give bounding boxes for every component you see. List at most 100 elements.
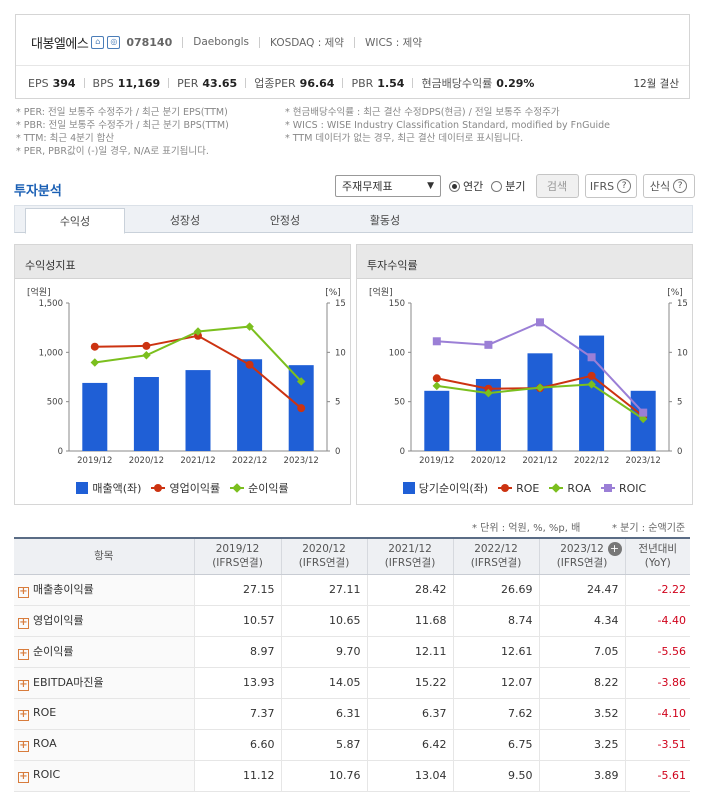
expand-row-icon[interactable]: + [18, 709, 29, 721]
x-tick-label: 2020/12 [129, 456, 164, 466]
legend-label: 영업이익률 [169, 482, 221, 495]
legend-item-roa[interactable]: ROA [549, 482, 591, 495]
legend-swatch [151, 484, 166, 492]
divider [168, 78, 170, 88]
expand-row-icon[interactable]: + [18, 771, 29, 783]
x-tick-label: 2021/12 [180, 456, 215, 466]
statement-select-value: 주재무제표 [342, 180, 393, 193]
legend-item-roe[interactable]: ROE [498, 482, 539, 495]
divider [353, 36, 355, 48]
ifrs-button[interactable]: IFRS ? [584, 174, 637, 198]
formula-button[interactable]: 산식 ? [642, 174, 695, 198]
legend-label: 당기순이익(좌) [418, 482, 489, 495]
value-cell: 8.22 [539, 667, 626, 699]
value-cell: 14.05 [281, 667, 368, 699]
divider [342, 78, 344, 88]
annual-radio[interactable] [449, 180, 460, 192]
left-axis-unit: [억원] [27, 286, 51, 298]
profitability-chart: [억원] [%] 1,500 1,000 500 0 15 10 5 0 2019/12 2020/1… [27, 286, 346, 466]
row-name: EBITDA마진율 [33, 676, 104, 690]
legend-swatch [402, 482, 415, 494]
bar [237, 359, 263, 451]
row-name: ROE [33, 706, 57, 720]
data-point [194, 331, 202, 340]
header-text: 2020/12 [302, 543, 346, 556]
column-header: 2021/12 (IFRS연결) [367, 537, 454, 575]
value-cell: 7.37 [194, 698, 282, 730]
metric-value: 0.29% [496, 76, 535, 90]
y-tick-label: 1,000 [39, 348, 63, 358]
x-tick-label: 2023/12 [284, 456, 319, 466]
metrics-row: EPS 394 BPS 11,169 PER 43.65 업종PER 96.64… [28, 75, 679, 91]
statement-select[interactable]: 주재무제표 ▼ [335, 175, 441, 197]
search-button[interactable]: 검색 [535, 174, 579, 198]
y-tick-label: 0 [58, 447, 63, 457]
y2-tick-label: 15 [335, 299, 346, 309]
bar [579, 335, 605, 451]
data-point [432, 337, 441, 346]
data-point [432, 381, 442, 391]
data-point [297, 404, 306, 413]
value-cell: 26.69 [453, 574, 540, 606]
tab-growth[interactable]: 성장성 [169, 213, 201, 227]
expand-row-icon[interactable]: + [18, 740, 29, 752]
tab-profitability[interactable]: 수익성 [25, 208, 125, 234]
legend-item-net-income[interactable]: 당기순이익(좌) [402, 480, 489, 496]
table-row: + ROE 7.37 6.31 6.37 7.62 3.52 -4.10 [14, 698, 690, 730]
expand-row-icon[interactable]: + [18, 679, 29, 691]
expand-row-icon[interactable]: + [18, 586, 29, 598]
tab-stability[interactable]: 안정성 [269, 213, 301, 227]
data-point [142, 351, 151, 360]
notes-left: * PER: 전일 보통주 수정주가 / 최근 분기 EPS(TTM) * PB… [16, 106, 229, 158]
y2-tick-label: 0 [335, 447, 340, 457]
quarter-radio[interactable] [491, 180, 503, 192]
legend-item-roic[interactable]: ROIC [600, 482, 646, 495]
metric-label: BPS [92, 76, 114, 90]
legend-item-sales[interactable]: 매출액(좌) [76, 480, 141, 496]
ifrs-button-label: IFRS [589, 179, 615, 193]
right-axis-unit: [%] [325, 288, 341, 298]
note-line: * WICS : WISE Industry Classification St… [285, 120, 611, 131]
metric-value: 1.54 [377, 76, 405, 90]
legend-item-op-margin[interactable]: 영업이익률 [151, 480, 220, 496]
value-cell: 8.97 [194, 636, 282, 668]
value-cell: 12.61 [453, 636, 540, 668]
value-cell: 10.76 [281, 760, 368, 792]
company-title-row: 대봉엘에스 ⌂ ◎ 078140 Daebongls KOSDAQ : 제약 W… [31, 33, 422, 52]
profitability-chart-panel: 수익성지표 [억원] [%] 1,500 1,000 500 0 15 10 5 0 2019/12… [14, 244, 351, 505]
note-line: * TTM 데이터가 없는 경우, 최근 결산 데이터로 표시됩니다. [285, 133, 524, 144]
value-cell: 3.25 [539, 729, 626, 761]
note-line: * 현금배당수익률 : 최근 결산 수정DPS(현금) / 전일 보통주 수정주… [285, 107, 560, 118]
data-point [587, 371, 596, 380]
home-icon[interactable]: ⌂ [91, 35, 105, 49]
value-cell: 9.50 [453, 760, 540, 792]
value-cell: 6.37 [367, 698, 454, 730]
expand-row-icon[interactable]: + [18, 617, 29, 629]
divider [259, 36, 261, 48]
info-icon[interactable]: ◎ [107, 35, 121, 49]
value-cell: 11.68 [367, 605, 454, 637]
y-tick-label: 50 [394, 398, 405, 408]
y2-tick-label: 10 [677, 348, 688, 358]
data-point [587, 380, 596, 389]
metric-value: 96.64 [299, 76, 335, 90]
header-subtext: (IFRS연결) [298, 557, 350, 570]
value-cell: 27.11 [281, 574, 368, 606]
expand-columns-icon[interactable]: + [607, 542, 622, 556]
legend-item-net-margin[interactable]: 순이익률 [230, 480, 289, 496]
data-point [245, 360, 254, 369]
y2-tick-label: 15 [677, 299, 688, 309]
x-tick-label: 2019/12 [419, 456, 454, 466]
value-cell: 10.57 [194, 605, 282, 637]
legend-swatch [600, 484, 615, 492]
expand-row-icon[interactable]: + [18, 648, 29, 660]
chevron-down-icon: ▼ [427, 181, 434, 191]
tab-activity[interactable]: 활동성 [369, 213, 401, 227]
value-cell: 9.70 [281, 636, 368, 668]
help-icon: ? [617, 179, 632, 193]
value-cell: 13.04 [367, 760, 454, 792]
english-name: Daebongls [193, 36, 250, 48]
table-row: + ROIC 11.12 10.76 13.04 9.50 3.89 -5.61 [14, 760, 690, 792]
metric-label: EPS [28, 76, 49, 90]
table-header-row: 항목 2019/12 (IFRS연결) 2020/12 (IFRS연결) 2021/… [14, 537, 690, 575]
